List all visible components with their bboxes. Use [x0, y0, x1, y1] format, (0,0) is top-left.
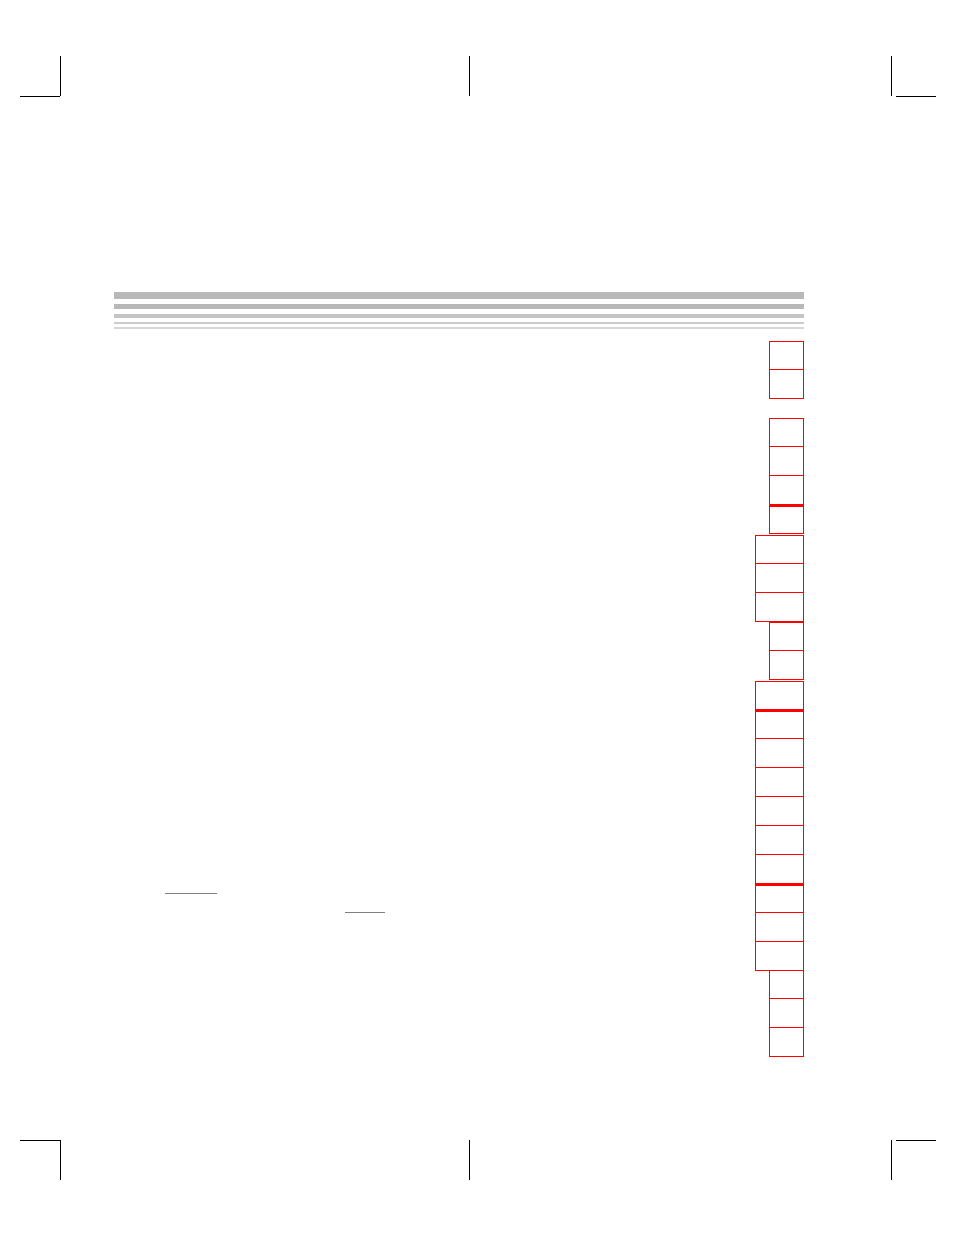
- annotation-box: [769, 505, 804, 534]
- annotation-box: [755, 739, 804, 768]
- crop-mark-horizontal: [20, 96, 60, 97]
- body-underline: [165, 893, 217, 894]
- crop-mark-vertical: [891, 56, 892, 96]
- annotation-box: [769, 341, 804, 370]
- annotation-box-group: [755, 681, 804, 971]
- annotation-box-group: [769, 341, 804, 399]
- crop-mark-vertical: [891, 1140, 892, 1180]
- annotation-box: [755, 797, 804, 826]
- annotation-box-group: [755, 535, 804, 622]
- crop-mark-vertical: [469, 56, 470, 96]
- header-rule: [114, 327, 804, 329]
- annotation-box: [755, 564, 804, 593]
- annotation-box: [755, 681, 804, 710]
- annotation-box: [755, 826, 804, 855]
- header-rule: [114, 292, 804, 299]
- annotation-box: [769, 447, 804, 476]
- crop-mark-vertical: [60, 56, 61, 96]
- annotation-box: [769, 1028, 804, 1057]
- annotation-box: [755, 710, 804, 739]
- body-underline: [345, 912, 385, 913]
- crop-mark-horizontal: [20, 1140, 60, 1141]
- header-rule: [114, 322, 804, 324]
- annotation-box: [755, 535, 804, 564]
- annotation-box: [755, 593, 804, 622]
- annotation-box-group: [769, 418, 804, 534]
- header-rule: [114, 304, 804, 309]
- crop-mark-vertical: [469, 1140, 470, 1180]
- annotation-box-group: [769, 970, 804, 1057]
- annotation-box: [769, 999, 804, 1028]
- annotation-box-group: [769, 622, 804, 680]
- annotation-box: [755, 768, 804, 797]
- annotation-box: [755, 942, 804, 971]
- annotation-box: [769, 651, 804, 680]
- annotation-box: [769, 370, 804, 399]
- crop-mark-vertical: [60, 1140, 61, 1180]
- annotation-box: [769, 622, 804, 651]
- crop-mark-horizontal: [896, 96, 936, 97]
- annotation-box: [769, 418, 804, 447]
- header-rule: [114, 314, 804, 318]
- annotation-box: [769, 970, 804, 999]
- annotation-box: [755, 913, 804, 942]
- annotation-box: [769, 476, 804, 505]
- annotation-box: [755, 855, 804, 884]
- crop-mark-horizontal: [896, 1140, 936, 1141]
- annotation-box: [755, 884, 804, 913]
